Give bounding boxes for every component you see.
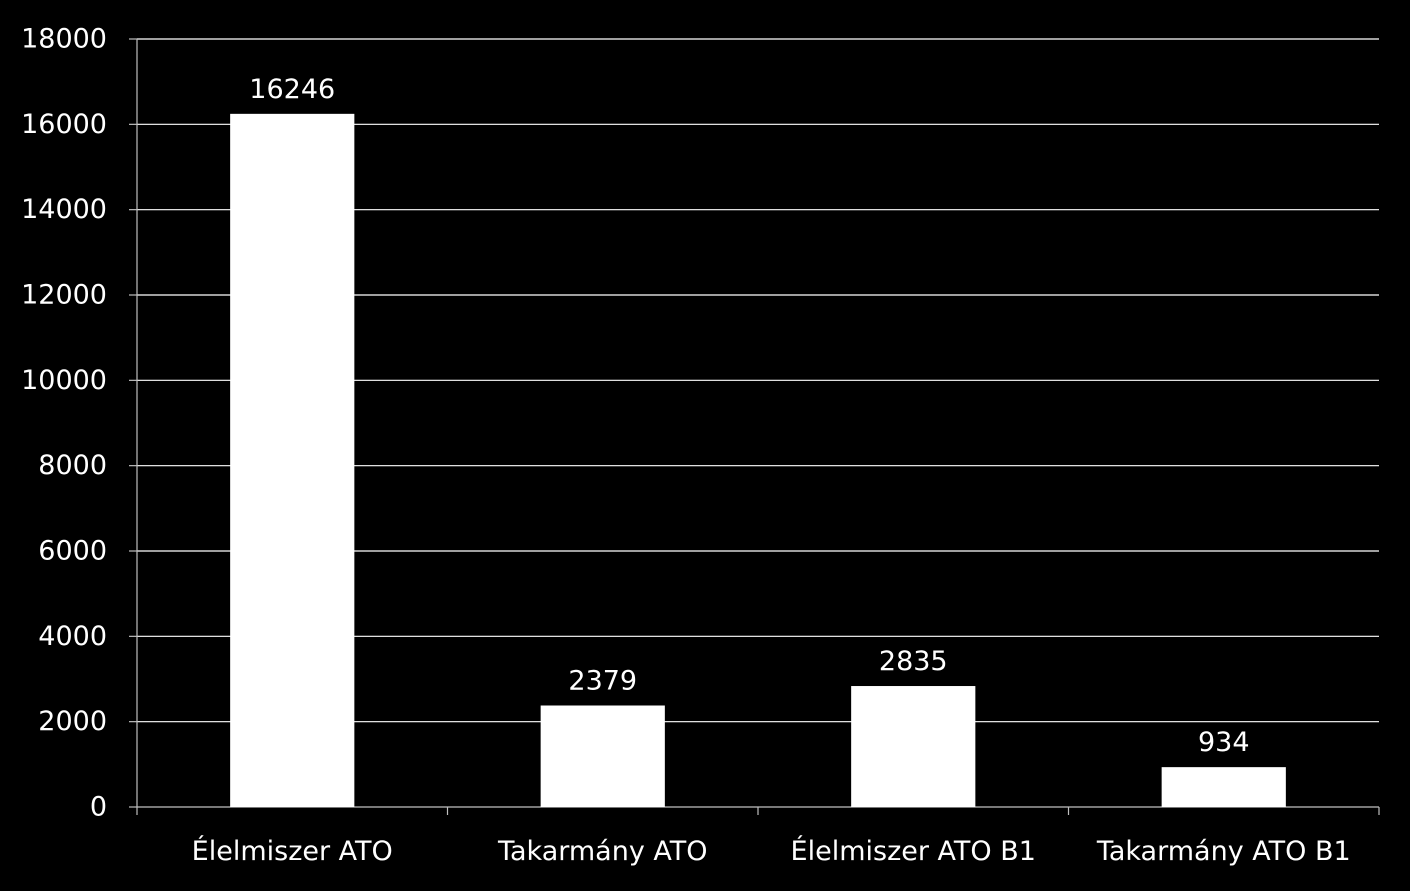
data-label: 934 [1198,727,1250,758]
y-tick-label: 8000 [38,450,107,481]
y-tick-label: 14000 [21,194,107,225]
data-label: 2835 [879,646,948,677]
y-tick-label: 6000 [38,536,107,567]
bar-2 [540,705,665,807]
y-tick-labels: 0 2000 4000 6000 8000 10000 12000 14000 16000 180… [21,24,107,823]
x-category-labels: Élelmiszer ATO Takarmány ATO Élelmiszer AT… [192,835,1351,867]
data-label: 2379 [568,665,637,696]
y-tick-label: 2000 [38,706,107,737]
bar-3 [851,686,976,807]
bar-1 [230,113,355,807]
x-category-label: Takarmány ATO [497,836,708,867]
y-tick-label: 12000 [21,280,107,311]
y-tick-label: 10000 [21,365,107,396]
x-category-label: Takarmány ATO B1 [1096,836,1351,867]
y-tick-label: 16000 [21,109,107,140]
y-tick-label: 18000 [21,24,107,55]
bars [230,113,1286,807]
x-category-label: Élelmiszer ATO B1 [791,835,1036,867]
x-category-label: Élelmiszer ATO [192,835,393,867]
data-label: 16246 [249,74,335,105]
y-tick-label: 0 [90,792,107,823]
bar-4 [1161,767,1286,807]
data-labels: 16246 2379 2835 934 [249,74,1249,758]
y-tick-label: 4000 [38,621,107,652]
